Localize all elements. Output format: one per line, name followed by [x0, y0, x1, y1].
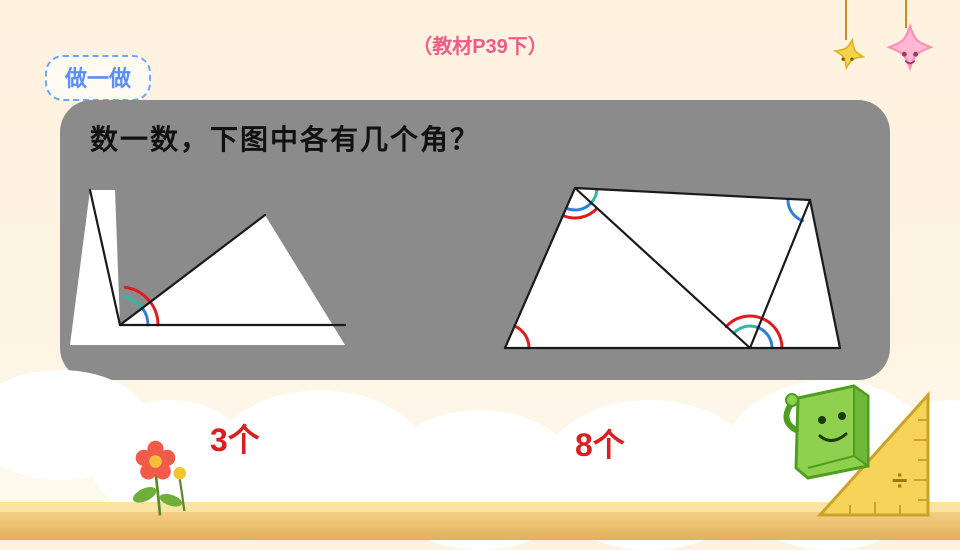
flower-icon — [115, 430, 205, 520]
page-ref: （教材P39下） — [412, 30, 548, 59]
star-icon — [820, 35, 875, 90]
answer-right: 8个 — [575, 420, 625, 466]
mascot-icon: ÷ — [780, 350, 930, 520]
question-text: 数一数，下图中各有几个角？ — [90, 118, 480, 158]
exercise-badge-label: 做一做 — [65, 66, 131, 91]
figure-left — [55, 180, 365, 390]
exercise-badge: 做一做 — [45, 55, 151, 101]
decor-line — [845, 0, 847, 40]
star-icon — [875, 22, 945, 92]
divide-symbol: ÷ — [892, 465, 907, 496]
answer-left: 3个 — [210, 415, 260, 461]
